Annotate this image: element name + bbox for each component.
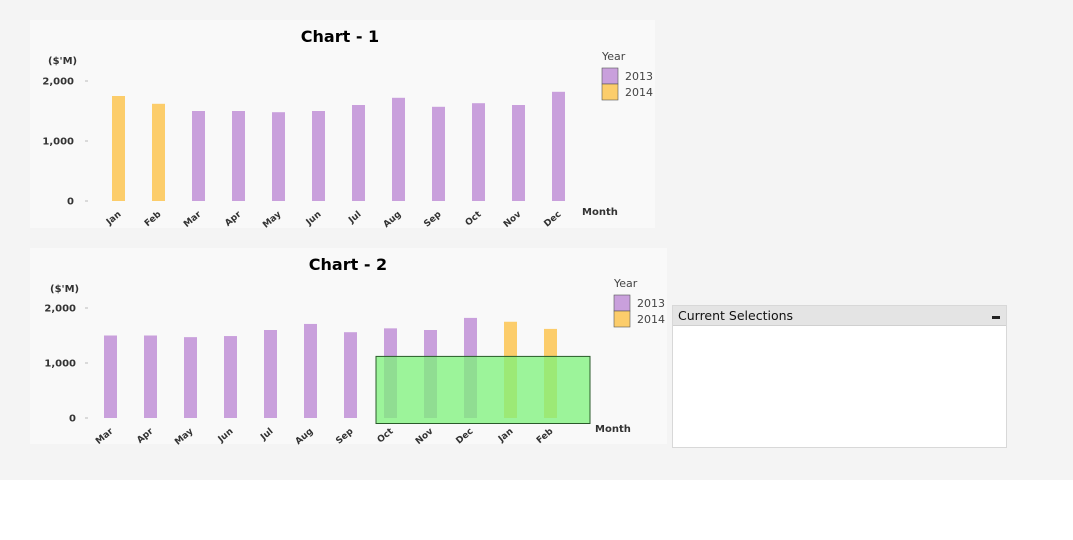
chart-2-bar-aug[interactable] (304, 323, 317, 418)
chart-1-y-tick-label: 2,000 (42, 77, 74, 88)
chart-2-selection-rectangle[interactable] (375, 355, 591, 424)
chart-2-legend-swatch-2013[interactable] (613, 294, 631, 312)
chart-2-y-tick-label: 0 (69, 414, 76, 425)
chart-1-bar-aug[interactable] (392, 97, 405, 201)
chart-2-bar-may[interactable] (184, 337, 197, 418)
chart-1-x-tick-label: Dec (543, 210, 564, 230)
chart-2-x-tick-label: Jun (216, 427, 236, 446)
chart-2-x-tick-label: Oct (376, 426, 396, 445)
chart-2-bar-jun[interactable] (224, 336, 237, 418)
chart-2-title: Chart - 2 (309, 255, 387, 274)
current-selections-title: Current Selections (678, 308, 794, 323)
chart-1-bar-sep[interactable] (432, 106, 445, 201)
chart-2-x-tick-label: Dec (455, 427, 476, 447)
chart-2-y-unit-label: ($'M) (50, 284, 79, 295)
chart-2-panel[interactable]: Chart - 2 ($'M) 0 1,000 2,000 Mar Apr May Jun Jul… (30, 248, 667, 448)
chart-2-x-tick-label: Jul (258, 427, 275, 444)
chart-2-bar-sep[interactable] (344, 332, 357, 418)
chart-1-x-tick-label: May (261, 210, 283, 231)
chart-1-x-tick-label: Mar (182, 209, 204, 230)
chart-2-bar-apr[interactable] (144, 335, 157, 419)
chart-1-y-unit-label: ($'M) (48, 56, 77, 67)
chart-1-bar-jun[interactable] (312, 111, 325, 201)
chart-2-x-tick-label: Sep (334, 426, 355, 446)
chart-2-x-tick-label: Aug (294, 427, 316, 447)
chart-1-x-tick-label: Jun (304, 210, 324, 229)
chart-1-x-tick-label: Oct (464, 209, 484, 228)
chart-1-legend-label-2013: 2013 (625, 70, 653, 83)
chart-2-legend-label-2013: 2013 (637, 297, 665, 310)
chart-1-x-axis-title: Month (582, 207, 618, 218)
chart-2-x-axis-title: Month (595, 424, 631, 435)
chart-1-bar-may[interactable] (272, 112, 285, 201)
chart-1-x-tick-label: Feb (143, 209, 164, 229)
chart-1-legend-swatch-2013[interactable] (601, 67, 619, 85)
chart-2-x-tick-label: Feb (535, 426, 556, 446)
chart-1-bar-dec[interactable] (552, 91, 565, 201)
chart-1-bar-jan[interactable] (112, 96, 125, 201)
chart-1-title: Chart - 1 (301, 27, 379, 46)
current-selections-box[interactable]: Current Selections (672, 305, 1007, 448)
chart-1-y-tick-label: 1,000 (42, 137, 74, 148)
chart-2-x-tick-label: Nov (414, 427, 436, 447)
chart-1-x-tick-label: Jul (346, 210, 363, 227)
chart-2-x-tick-label: Jan (496, 427, 515, 445)
chart-2-legend-label-2014: 2014 (637, 313, 665, 326)
chart-1-bar-feb[interactable] (152, 103, 165, 201)
chart-2-y-tick-label: 1,000 (44, 359, 76, 370)
chart-1-panel[interactable]: Chart - 1 ($'M) 0 1,000 2,000 Jan Feb Mar Apr May… (30, 20, 655, 231)
chart-1-bar-apr[interactable] (232, 111, 245, 201)
chart-1-bar-nov[interactable] (512, 105, 525, 201)
minimize-icon[interactable] (992, 316, 1000, 319)
chart-1-x-tick-label: Apr (223, 209, 244, 228)
chart-1-bar-oct[interactable] (472, 103, 485, 201)
chart-1-bar-jul[interactable] (352, 105, 365, 201)
chart-1-bar-mar[interactable] (192, 111, 205, 201)
chart-2-legend-swatch-2014[interactable] (613, 310, 631, 328)
chart-1-legend-swatch-2014[interactable] (601, 83, 619, 101)
chart-2-y-tick-label: 2,000 (44, 304, 76, 315)
chart-1-svg[interactable]: Chart - 1 ($'M) 0 1,000 2,000 Jan Feb Mar Apr May… (30, 20, 655, 231)
chart-1-legend-label-2014: 2014 (625, 86, 653, 99)
current-selections-header: Current Selections (673, 306, 1006, 326)
chart-1-x-tick-label: Aug (382, 210, 404, 230)
chart-2-legend-title: Year (613, 277, 638, 290)
chart-2-bar-mar[interactable] (104, 335, 117, 419)
chart-1-x-tick-label: Jan (104, 210, 123, 228)
chart-1-x-tick-label: Nov (502, 210, 524, 230)
chart-1-legend-title: Year (601, 50, 626, 63)
chart-1-x-tick-label: Sep (422, 209, 443, 229)
chart-2-x-tick-label: Apr (135, 426, 156, 445)
chart-2-x-tick-label: Mar (94, 426, 116, 447)
chart-2-bar-jul[interactable] (264, 330, 277, 418)
chart-1-y-tick-label: 0 (67, 197, 74, 208)
